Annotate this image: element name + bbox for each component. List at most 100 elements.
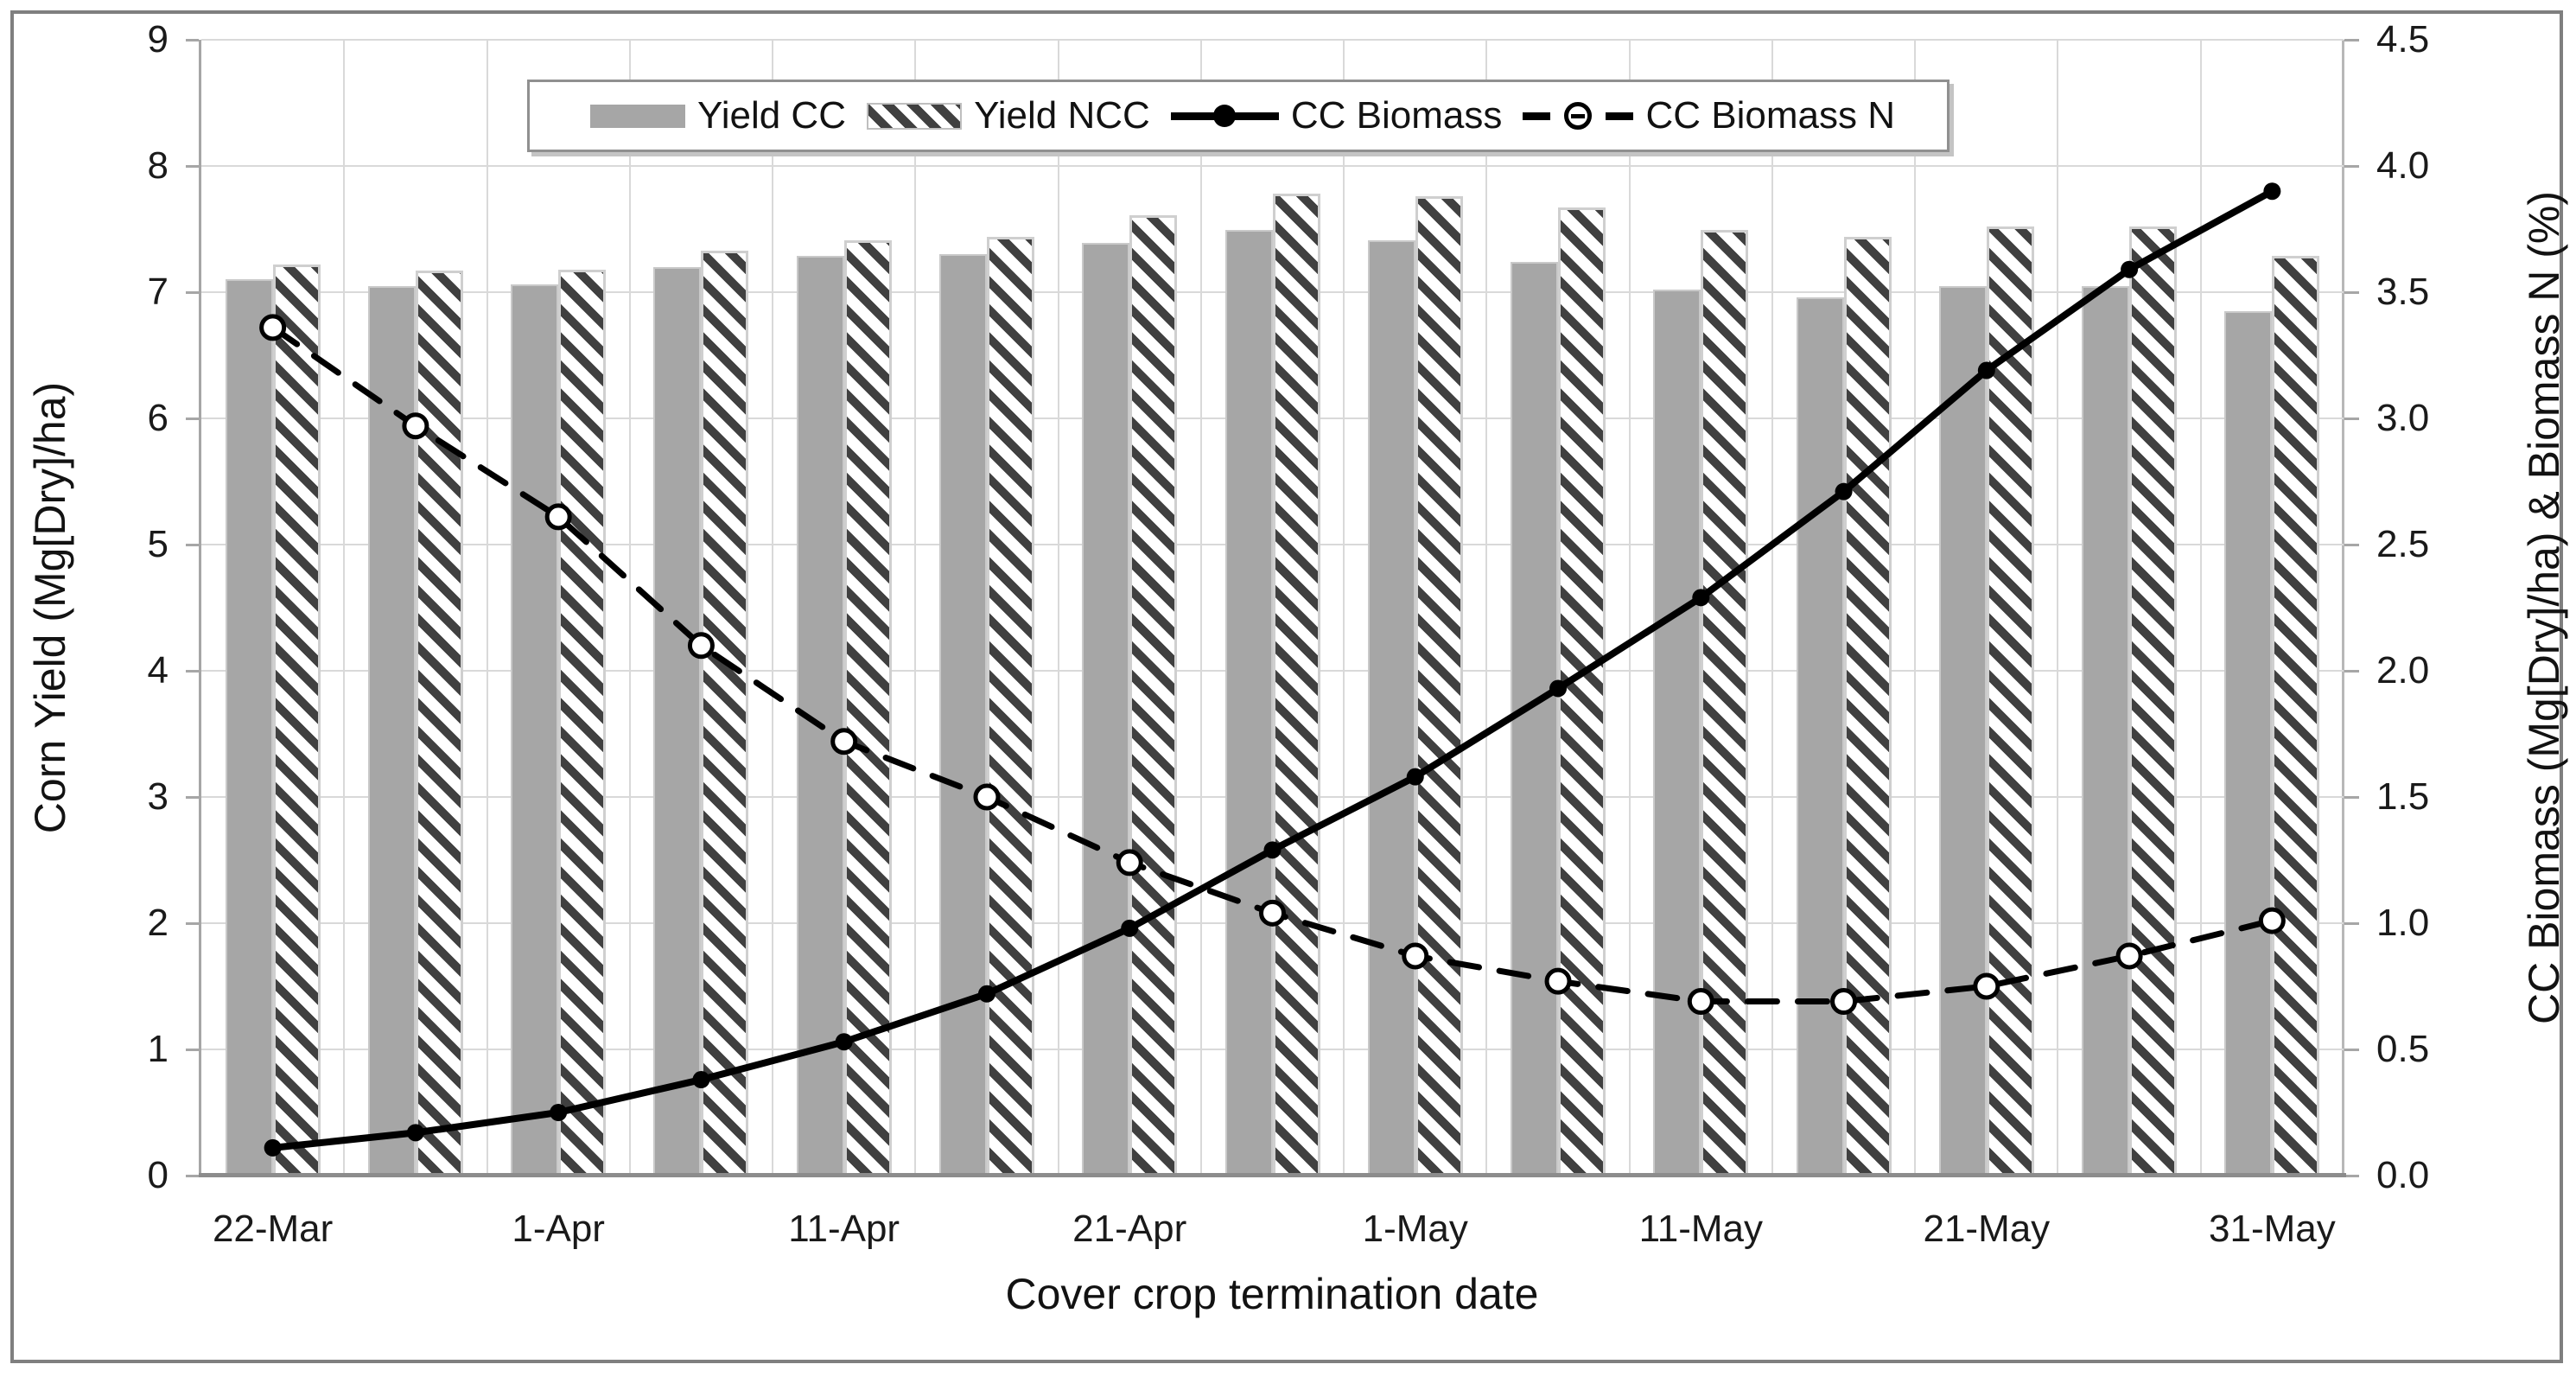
gridline-vertical xyxy=(1771,40,1773,1176)
left-axis-tick-mark xyxy=(186,922,199,925)
gridline-vertical xyxy=(486,40,488,1176)
gridline-vertical xyxy=(914,40,917,1176)
left-axis-tick-mark xyxy=(186,291,199,294)
legend-label-yield-ncc: Yield NCC xyxy=(974,94,1150,137)
cc-biomass-n-marker xyxy=(259,314,287,341)
cc-biomass-marker xyxy=(1549,679,1568,698)
cc-biomass-n-marker xyxy=(2258,907,2286,934)
x-axis-tick-label: 22-Mar xyxy=(212,1208,334,1250)
cc-biomass-marker xyxy=(406,1124,424,1142)
gridline-vertical xyxy=(1628,40,1631,1176)
gridline-vertical xyxy=(2057,40,2059,1176)
cc-biomass-marker xyxy=(2121,260,2139,278)
right-axis-tick-label: 3.5 xyxy=(2376,271,2430,313)
legend: Yield CC Yield NCC CC Biomass CC Biomass… xyxy=(527,80,1949,152)
cc-biomass-n-marker xyxy=(973,783,1001,811)
cc-biomass-marker xyxy=(1121,919,1139,937)
cc-biomass-marker xyxy=(2263,182,2281,201)
right-axis-tick-label: 0.0 xyxy=(2376,1154,2430,1196)
bar-yield-cc xyxy=(1367,240,1415,1176)
bar-yield-cc xyxy=(225,279,273,1176)
cc-biomass-marker xyxy=(977,985,995,1003)
x-axis-tick-label: 21-Apr xyxy=(1072,1208,1187,1250)
bar-yield-ncc xyxy=(558,269,607,1176)
bar-yield-ncc xyxy=(2272,255,2320,1176)
legend-label-yield-cc: Yield CC xyxy=(697,94,846,137)
right-axis-title: CC Biomass (Mg[Dry]/ha) & Biomass N (%) xyxy=(2520,190,2568,1025)
cc-biomass-line xyxy=(269,188,2276,1151)
gridline-vertical xyxy=(2199,40,2202,1176)
right-axis-tick-mark xyxy=(2344,670,2359,673)
bar-yield-cc xyxy=(653,266,702,1176)
legend-item-yield-cc: Yield CC xyxy=(590,94,846,137)
cc-biomass-n-marker xyxy=(402,412,429,440)
right-axis-tick-label: 3.0 xyxy=(2376,397,2430,439)
cc-biomass-marker xyxy=(1406,768,1424,786)
yield-ncc-hatch-swatch-icon xyxy=(867,102,963,130)
x-axis-tick-label: 11-May xyxy=(1638,1208,1764,1250)
cc-biomass-n-marker xyxy=(1687,988,1714,1016)
cc-biomass-n-marker xyxy=(2115,942,2143,970)
left-axis-tick-mark xyxy=(186,39,199,41)
cc-biomass-marker xyxy=(1977,361,1995,379)
cc-biomass-marker xyxy=(1263,841,1282,859)
bar-yield-ncc xyxy=(1986,226,2034,1176)
bar-yield-cc xyxy=(1224,230,1273,1176)
left-axis-tick-mark xyxy=(186,796,199,799)
plot-area xyxy=(186,39,2359,1177)
cc-biomass-n-marker xyxy=(1116,849,1143,877)
bar-yield-cc xyxy=(938,254,987,1176)
cc-biomass-n-marker xyxy=(687,632,715,660)
bar-yield-ncc xyxy=(986,236,1034,1176)
left-axis-tick-mark xyxy=(186,1049,199,1051)
bar-yield-ncc xyxy=(272,264,321,1176)
gridline-vertical xyxy=(772,40,774,1176)
legend-item-cc-biomass-n: CC Biomass N xyxy=(1523,94,1895,137)
cc-biomass-marker xyxy=(1692,589,1710,607)
legend-item-yield-ncc: Yield NCC xyxy=(867,94,1150,137)
left-axis-tick-label: 7 xyxy=(147,271,169,313)
cc-biomass-marker xyxy=(550,1104,568,1121)
right-axis-tick-mark xyxy=(2344,1049,2359,1051)
left-axis-tick-label: 9 xyxy=(147,18,169,61)
cc-biomass-n-marker xyxy=(1830,988,1858,1016)
left-axis-tick-label: 4 xyxy=(147,649,169,692)
right-axis-tick-mark xyxy=(2344,165,2359,168)
right-axis-tick-label: 4.0 xyxy=(2376,144,2430,187)
right-axis-line xyxy=(2342,40,2344,1176)
left-axis-tick-mark xyxy=(186,418,199,420)
left-axis-line xyxy=(199,40,201,1176)
right-axis-tick-mark xyxy=(2344,39,2359,41)
right-axis-tick-label: 1.0 xyxy=(2376,902,2430,944)
gridline-vertical xyxy=(1199,40,1202,1176)
gridline-vertical xyxy=(1485,40,1488,1176)
bar-yield-cc xyxy=(511,284,559,1176)
gridline-vertical xyxy=(343,40,346,1176)
legend-item-cc-biomass: CC Biomass xyxy=(1170,94,1502,137)
right-axis-tick-mark xyxy=(2344,1175,2359,1177)
left-axis-tick-label: 6 xyxy=(147,397,169,439)
yield-cc-swatch-icon xyxy=(590,104,685,128)
gridline-horizontal xyxy=(201,39,2344,41)
left-axis-tick-label: 2 xyxy=(147,902,169,944)
x-axis-line xyxy=(199,1173,2346,1177)
bar-yield-cc xyxy=(2224,310,2273,1176)
gridline-vertical xyxy=(628,40,631,1176)
cc-biomass-marker xyxy=(835,1033,853,1051)
bar-yield-cc xyxy=(1796,296,1844,1176)
cc-biomass-marker xyxy=(264,1138,282,1157)
bar-yield-ncc xyxy=(1415,196,1463,1176)
right-axis-tick-mark xyxy=(2344,544,2359,546)
bar-yield-ncc xyxy=(1272,194,1320,1176)
cc-biomass-n-marker xyxy=(1973,972,2000,1000)
left-axis-tick-mark xyxy=(186,165,199,168)
bar-yield-ncc xyxy=(1701,230,1749,1176)
cc-biomass-n-marker xyxy=(544,503,572,531)
dashed-line-open-marker-icon xyxy=(1523,102,1634,130)
line-series-layer xyxy=(259,182,2286,1157)
cc-biomass-marker xyxy=(692,1071,710,1089)
right-axis-tick-mark xyxy=(2344,796,2359,799)
gridline-vertical xyxy=(1343,40,1345,1176)
left-axis-tick-label: 5 xyxy=(147,523,169,565)
